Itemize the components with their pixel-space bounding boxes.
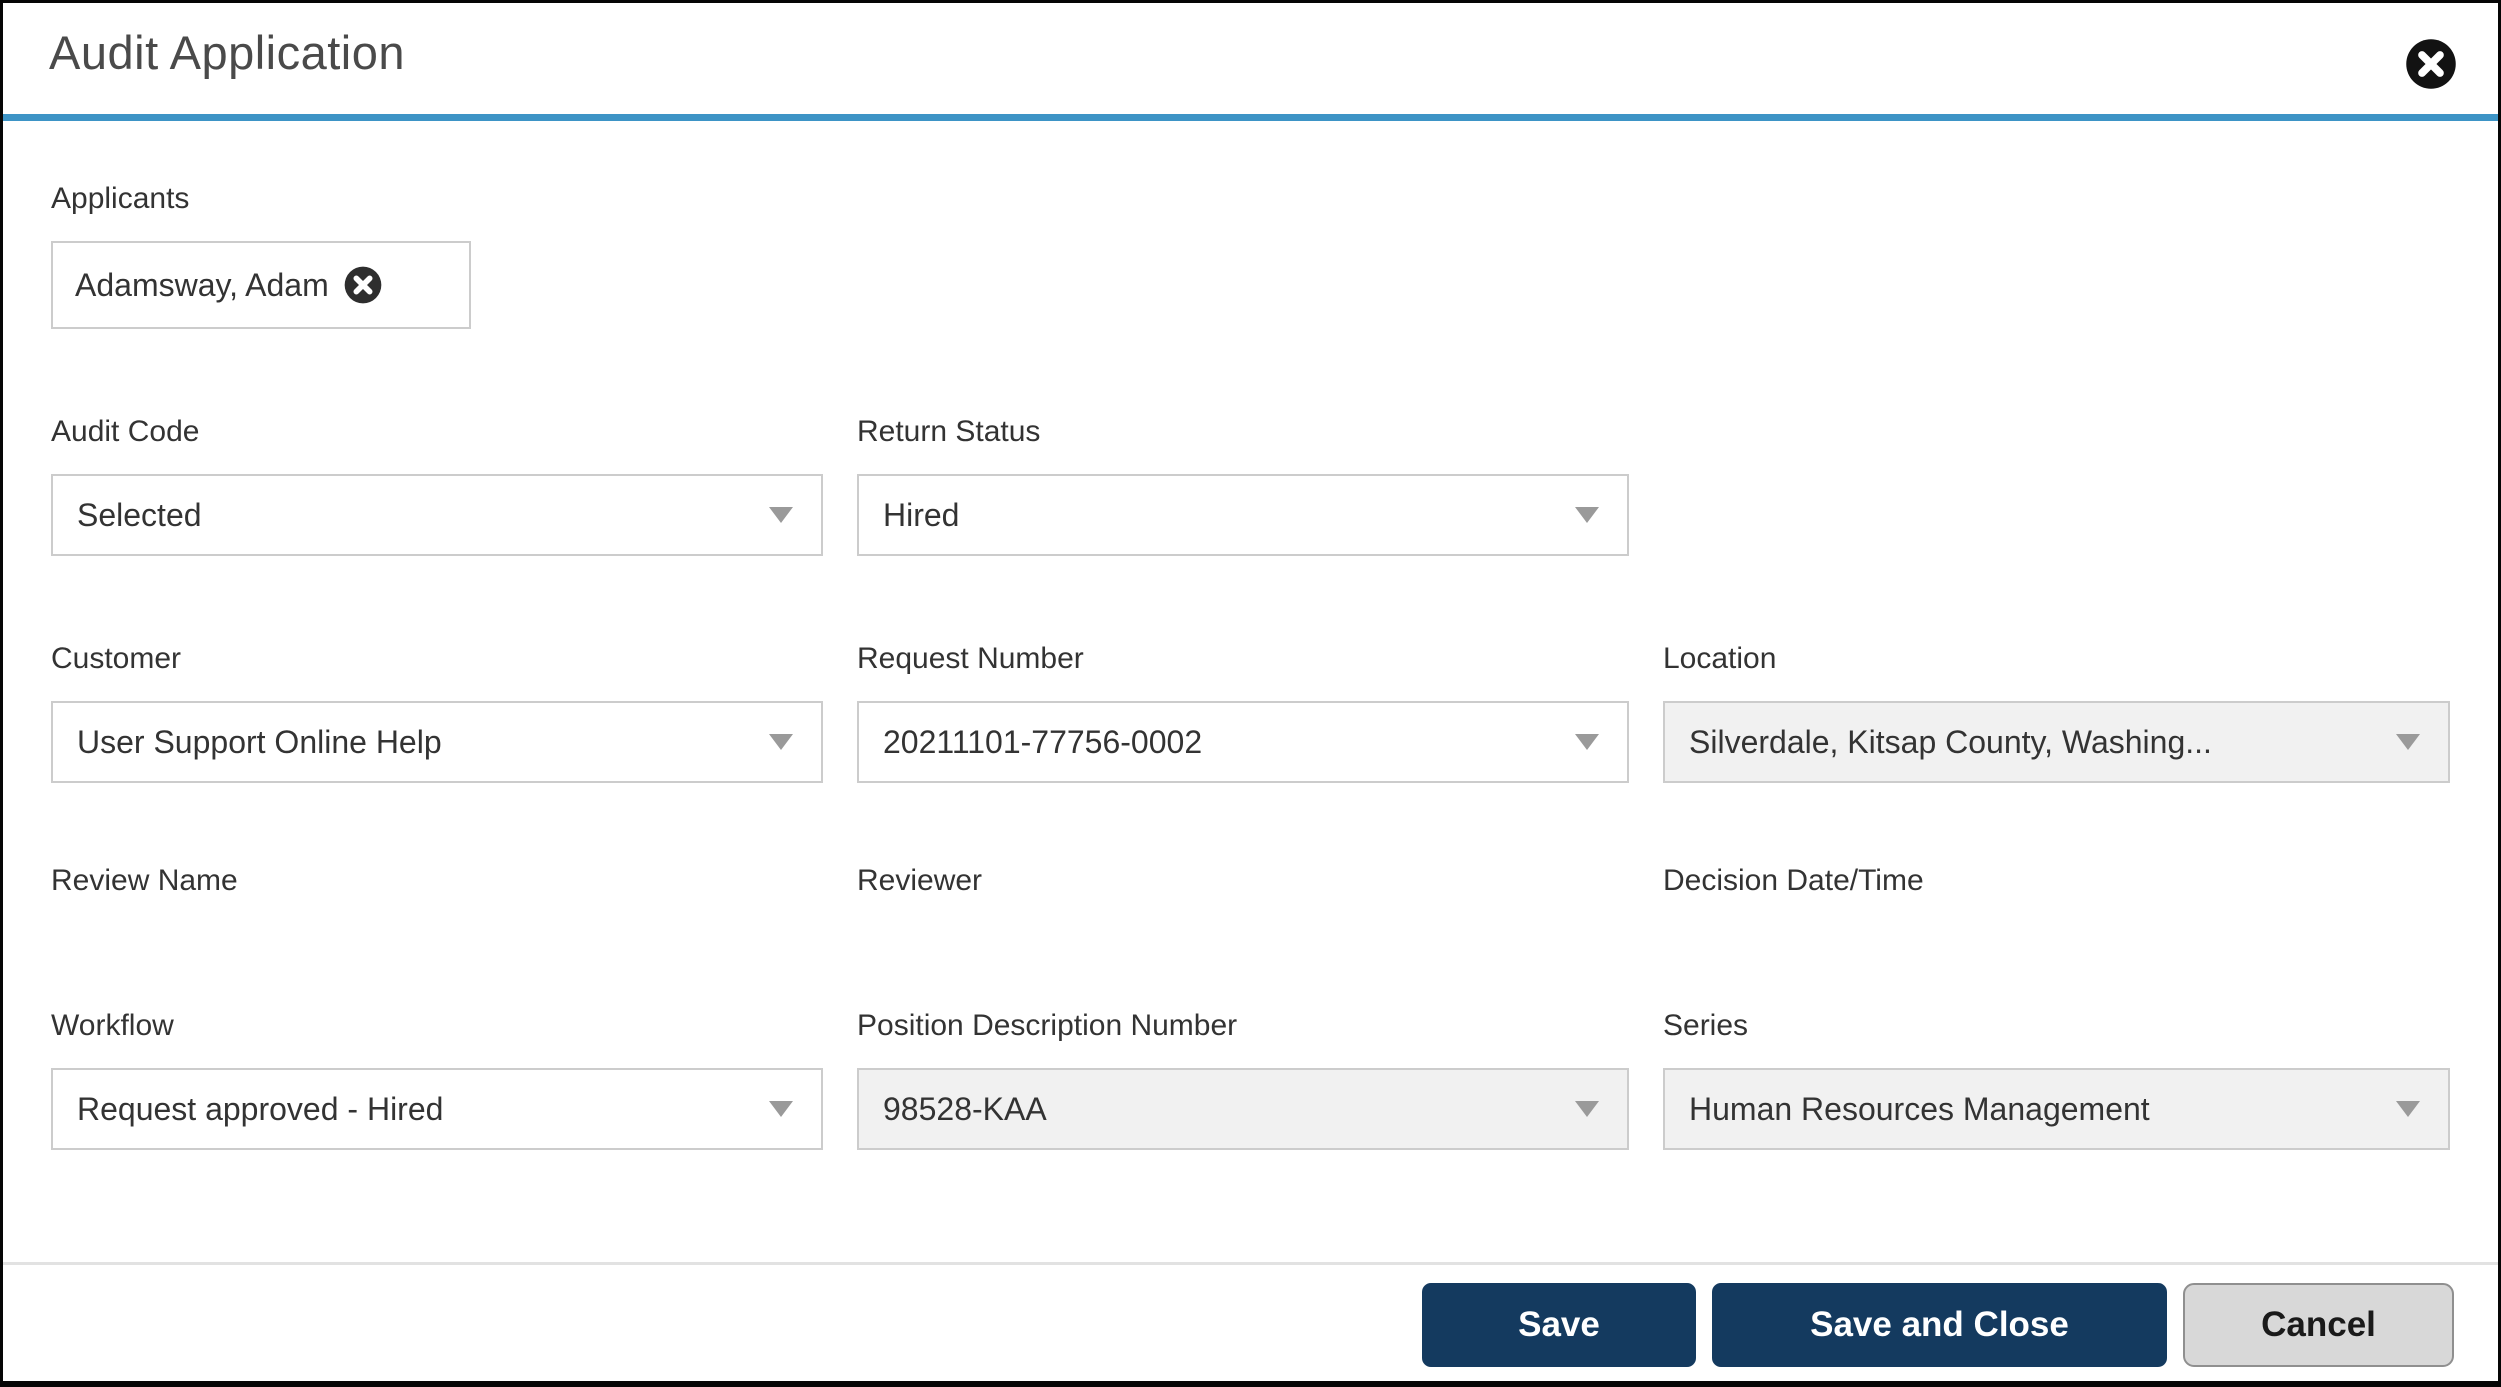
reviewer-label: Reviewer	[857, 864, 983, 897]
audit-code-label: Audit Code	[51, 415, 200, 448]
caret-down-icon	[769, 734, 793, 750]
request-number-label: Request Number	[857, 642, 1084, 675]
applicant-chip: Adamsway, Adam	[75, 265, 383, 305]
remove-icon[interactable]	[343, 265, 383, 305]
audit-code-select[interactable]: Selected	[51, 474, 823, 556]
applicants-input[interactable]: Adamsway, Adam	[51, 241, 471, 329]
caret-down-icon	[1575, 734, 1599, 750]
review-name-label: Review Name	[51, 864, 238, 897]
request-number-value: 20211101-77756-0002	[883, 723, 1203, 760]
request-number-select[interactable]: 20211101-77756-0002	[857, 701, 1629, 783]
caret-down-icon	[1575, 1101, 1599, 1117]
series-field: Series Human Resources Management	[1663, 1008, 2450, 1150]
location-select: Silverdale, Kitsap County, Washing...	[1663, 701, 2450, 783]
modal-header: Audit Application	[3, 3, 2498, 121]
caret-down-icon	[1575, 507, 1599, 523]
caret-down-icon	[769, 1101, 793, 1117]
applicant-chip-text: Adamsway, Adam	[75, 266, 329, 303]
request-number-field: Request Number 20211101-77756-0002	[857, 641, 1629, 783]
position-description-number-value: 98528-KAA	[883, 1090, 1047, 1127]
row-customer-request-location: Customer User Support Online Help Reques…	[51, 641, 2450, 783]
return-status-field: Return Status Hired	[857, 414, 1629, 556]
caret-down-icon	[769, 507, 793, 523]
customer-field: Customer User Support Online Help	[51, 641, 823, 783]
return-status-select[interactable]: Hired	[857, 474, 1629, 556]
applicants-label: Applicants	[51, 182, 190, 215]
return-status-label: Return Status	[857, 415, 1041, 448]
modal-body: Applicants Adamsway, Adam Audit Code	[3, 181, 2498, 1150]
series-select: Human Resources Management	[1663, 1068, 2450, 1150]
return-status-value: Hired	[883, 496, 960, 533]
row-workflow-pdn-series: Workflow Request approved - Hired Positi…	[51, 1008, 2450, 1150]
close-icon[interactable]	[2404, 37, 2458, 91]
caret-down-icon	[2396, 734, 2420, 750]
customer-label: Customer	[51, 642, 182, 675]
decision-datetime-field: Decision Date/Time	[1663, 863, 2450, 923]
position-description-number-field: Position Description Number 98528-KAA	[857, 1008, 1629, 1150]
caret-down-icon	[2396, 1101, 2420, 1117]
modal-footer: Save Save and Close Cancel	[3, 1265, 2498, 1367]
audit-code-field: Audit Code Selected	[51, 414, 823, 556]
position-description-number-select: 98528-KAA	[857, 1068, 1629, 1150]
series-value: Human Resources Management	[1689, 1090, 2150, 1127]
page-title: Audit Application	[49, 26, 406, 79]
location-label: Location	[1663, 642, 1777, 675]
decision-datetime-label: Decision Date/Time	[1663, 864, 1924, 897]
customer-select[interactable]: User Support Online Help	[51, 701, 823, 783]
row-audit-return: Audit Code Selected Return Status Hired	[51, 414, 2450, 556]
applicants-field: Applicants Adamsway, Adam	[51, 181, 2450, 329]
series-label: Series	[1663, 1009, 1749, 1042]
workflow-label: Workflow	[51, 1009, 174, 1042]
workflow-value: Request approved - Hired	[77, 1090, 444, 1127]
review-name-field: Review Name	[51, 863, 823, 923]
save-and-close-button[interactable]: Save and Close	[1712, 1283, 2167, 1367]
customer-value: User Support Online Help	[77, 723, 442, 760]
reviewer-field: Reviewer	[857, 863, 1629, 923]
workflow-select[interactable]: Request approved - Hired	[51, 1068, 823, 1150]
footer-divider	[3, 1262, 2498, 1265]
workflow-field: Workflow Request approved - Hired	[51, 1008, 823, 1150]
save-button[interactable]: Save	[1422, 1283, 1696, 1367]
location-field: Location Silverdale, Kitsap County, Wash…	[1663, 641, 2450, 783]
location-value: Silverdale, Kitsap County, Washing...	[1689, 723, 2212, 760]
row-review-info: Review Name Reviewer Decision Date/Time	[51, 863, 2450, 923]
position-description-number-label: Position Description Number	[857, 1009, 1238, 1042]
cancel-button[interactable]: Cancel	[2183, 1283, 2454, 1367]
audit-code-value: Selected	[77, 496, 202, 533]
